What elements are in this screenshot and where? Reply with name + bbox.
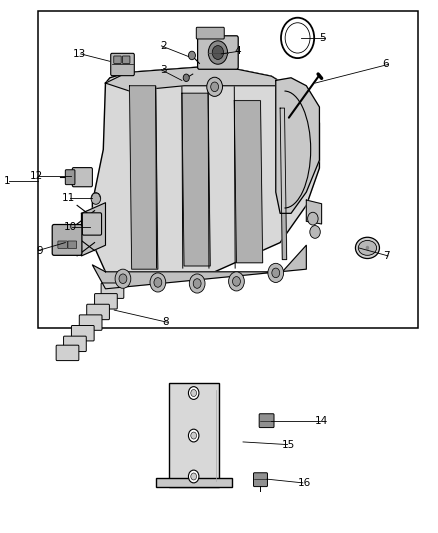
FancyBboxPatch shape xyxy=(72,167,92,187)
Polygon shape xyxy=(92,66,319,276)
Circle shape xyxy=(119,274,127,284)
Polygon shape xyxy=(182,93,210,266)
Bar xyxy=(169,383,219,487)
FancyBboxPatch shape xyxy=(123,56,130,63)
Circle shape xyxy=(191,390,197,397)
Ellipse shape xyxy=(358,240,377,255)
Text: 15: 15 xyxy=(283,440,296,450)
Circle shape xyxy=(188,51,195,60)
Circle shape xyxy=(207,77,223,96)
Polygon shape xyxy=(92,245,306,289)
Circle shape xyxy=(154,278,162,287)
Polygon shape xyxy=(106,66,306,98)
Circle shape xyxy=(188,386,199,399)
Text: 8: 8 xyxy=(162,317,169,327)
Text: 3: 3 xyxy=(160,65,166,75)
Text: 12: 12 xyxy=(30,171,43,181)
Text: 14: 14 xyxy=(315,416,328,426)
Polygon shape xyxy=(280,108,287,260)
FancyBboxPatch shape xyxy=(52,224,82,255)
Circle shape xyxy=(233,277,240,286)
Text: 10: 10 xyxy=(64,222,77,232)
Polygon shape xyxy=(306,200,321,224)
Bar xyxy=(38,11,418,328)
Circle shape xyxy=(307,212,318,225)
FancyBboxPatch shape xyxy=(56,345,79,361)
FancyBboxPatch shape xyxy=(254,473,268,487)
FancyBboxPatch shape xyxy=(58,241,67,248)
FancyBboxPatch shape xyxy=(198,36,238,69)
Circle shape xyxy=(191,432,197,439)
Text: 4: 4 xyxy=(234,46,241,56)
Polygon shape xyxy=(81,203,106,256)
FancyBboxPatch shape xyxy=(259,414,274,427)
Text: 7: 7 xyxy=(383,251,389,261)
FancyBboxPatch shape xyxy=(68,241,77,248)
FancyBboxPatch shape xyxy=(87,304,110,320)
Circle shape xyxy=(91,192,101,204)
Circle shape xyxy=(310,225,320,238)
Text: 1: 1 xyxy=(4,176,11,187)
FancyBboxPatch shape xyxy=(79,315,102,330)
FancyBboxPatch shape xyxy=(101,283,124,298)
Text: 11: 11 xyxy=(62,193,75,204)
Circle shape xyxy=(189,274,205,293)
Text: 2: 2 xyxy=(160,41,166,51)
FancyBboxPatch shape xyxy=(64,336,86,352)
Polygon shape xyxy=(130,86,158,269)
Circle shape xyxy=(272,268,280,278)
FancyBboxPatch shape xyxy=(65,169,75,184)
Circle shape xyxy=(115,269,131,288)
FancyBboxPatch shape xyxy=(71,326,94,341)
Text: 9: 9 xyxy=(37,246,43,255)
Polygon shape xyxy=(276,78,319,213)
Circle shape xyxy=(188,429,199,442)
Circle shape xyxy=(211,82,219,92)
Circle shape xyxy=(191,473,197,480)
FancyBboxPatch shape xyxy=(114,56,121,63)
Circle shape xyxy=(193,279,201,288)
Circle shape xyxy=(150,273,166,292)
Circle shape xyxy=(188,470,199,483)
Polygon shape xyxy=(234,101,263,263)
FancyBboxPatch shape xyxy=(111,53,134,76)
Bar xyxy=(155,478,232,487)
Circle shape xyxy=(268,263,284,282)
Circle shape xyxy=(229,272,244,291)
Circle shape xyxy=(208,41,227,64)
Circle shape xyxy=(281,18,314,58)
Circle shape xyxy=(183,74,189,82)
Circle shape xyxy=(285,23,310,53)
Text: 6: 6 xyxy=(383,60,389,69)
FancyBboxPatch shape xyxy=(95,294,117,309)
Text: 16: 16 xyxy=(297,478,311,488)
Circle shape xyxy=(212,46,223,60)
Text: 13: 13 xyxy=(73,49,86,59)
Circle shape xyxy=(366,246,369,250)
FancyBboxPatch shape xyxy=(196,27,224,39)
FancyBboxPatch shape xyxy=(82,213,102,235)
Ellipse shape xyxy=(356,237,379,259)
Text: 5: 5 xyxy=(319,33,326,43)
